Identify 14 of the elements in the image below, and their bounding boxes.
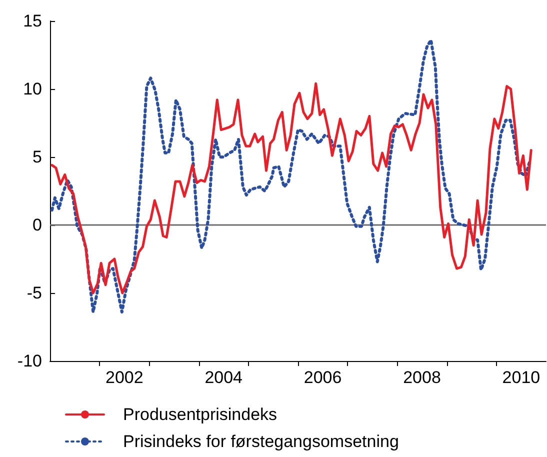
x-tick-label: 2010: [502, 368, 540, 387]
legend-label: Produsentprisindeks: [123, 405, 278, 424]
y-tick-label: 15: [23, 12, 42, 30]
y-tick-label: -5: [26, 284, 42, 302]
y-tick-label: 0: [32, 216, 42, 234]
line-series: [50, 82, 532, 294]
x-tick-label: 2002: [105, 368, 144, 387]
y-tick-label: 5: [32, 148, 42, 166]
y-tick-label: -10: [17, 352, 42, 370]
x-tick-label: 2008: [403, 368, 441, 387]
x-tick-label: 2004: [204, 368, 243, 387]
x-tick-label: 2006: [304, 368, 342, 387]
y-tick-label: 10: [23, 80, 42, 98]
legend-label: Prisindeks for førstegangsomsetning: [123, 432, 399, 451]
